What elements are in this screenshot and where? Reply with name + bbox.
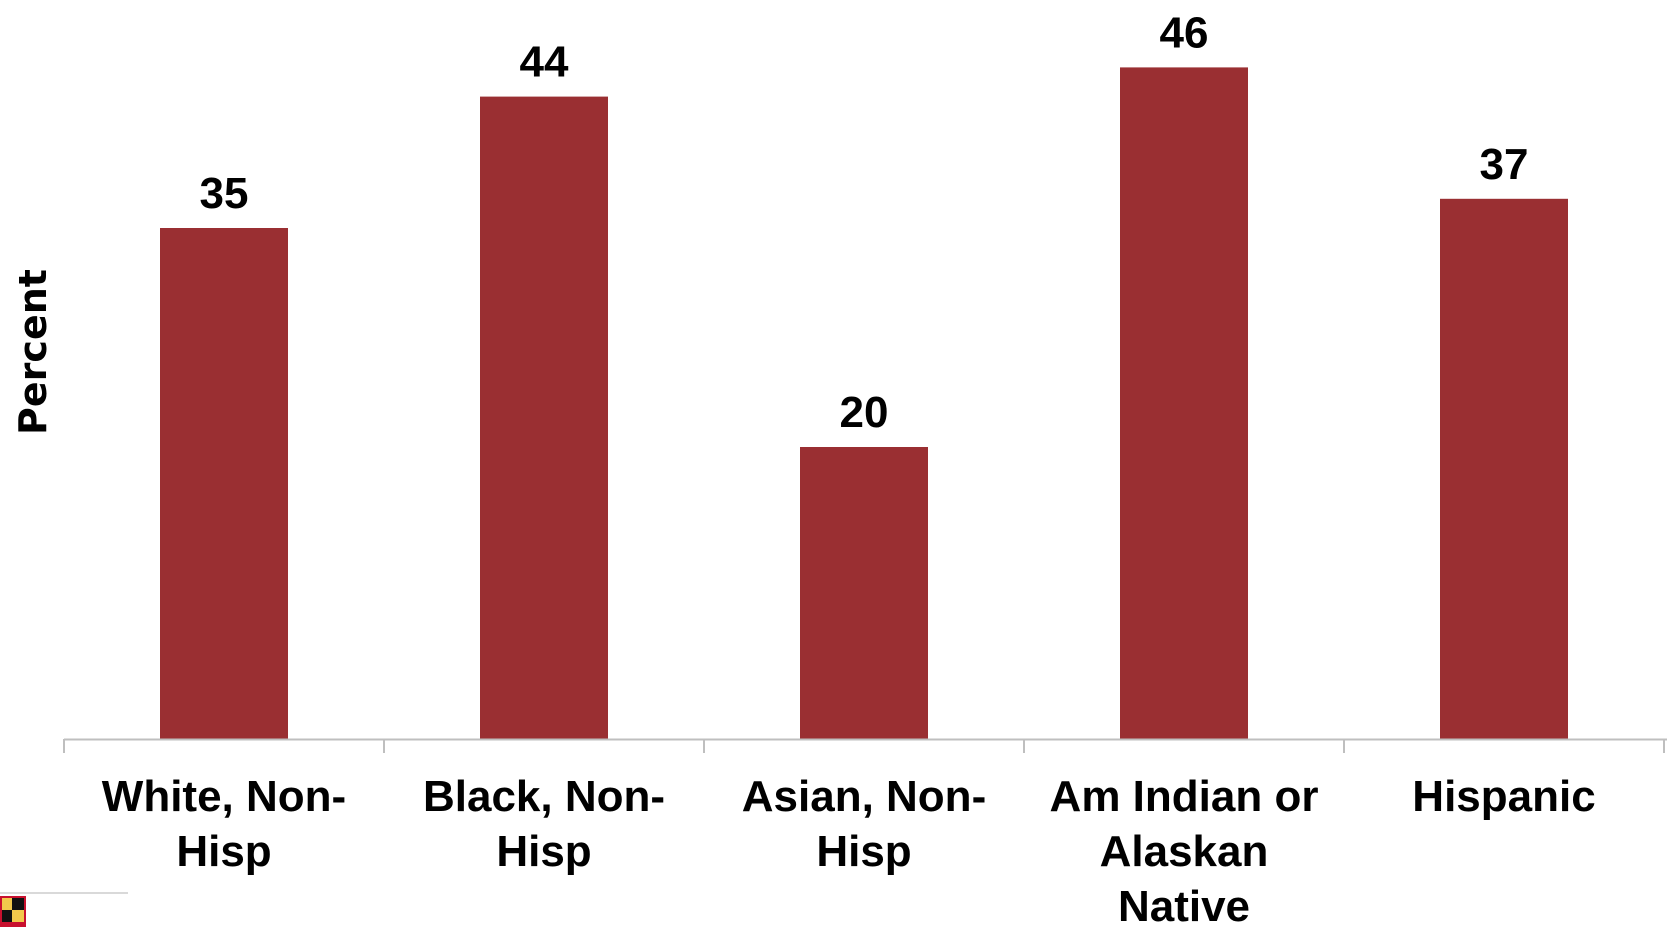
bar (800, 447, 928, 739)
data-label: 20 (840, 388, 889, 437)
category-labels-group: White, Non- Hisp Black, Non- Hisp Asian, Non… (102, 772, 1596, 927)
category-label: Hisp (496, 827, 591, 876)
category-label: Am Indian or (1050, 772, 1319, 821)
bar (160, 228, 288, 739)
data-label: 37 (1480, 140, 1529, 189)
x-axis (63, 738, 1667, 753)
category-label: Native (1118, 882, 1250, 927)
y-axis-title: Percent (11, 269, 55, 435)
bar (1120, 67, 1248, 739)
data-labels-group: 35 44 20 46 37 (200, 8, 1529, 437)
category-label: Hisp (176, 827, 271, 876)
data-label: 46 (1160, 8, 1209, 57)
bar (1440, 198, 1568, 740)
bars-group (160, 67, 1568, 740)
logo (0, 892, 128, 927)
category-label: Hispanic (1412, 772, 1595, 821)
data-label: 35 (200, 169, 249, 218)
bar (480, 96, 608, 740)
category-label: Hisp (816, 827, 911, 876)
category-label: White, Non- (102, 772, 346, 821)
category-label: Asian, Non- (742, 772, 986, 821)
data-label: 44 (520, 38, 569, 87)
category-label: Alaskan (1100, 827, 1269, 876)
category-label: Black, Non- (423, 772, 665, 821)
